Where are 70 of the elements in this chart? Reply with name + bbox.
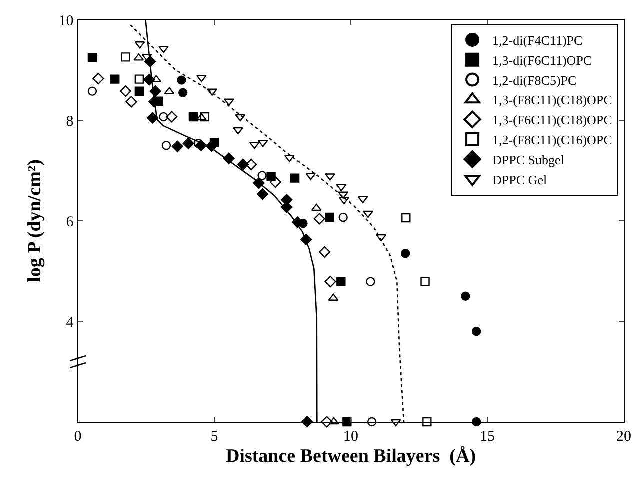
point	[134, 74, 144, 84]
point	[311, 204, 322, 212]
point	[237, 158, 249, 171]
point	[362, 210, 374, 218]
point	[367, 417, 377, 427]
point	[270, 176, 282, 188]
point	[235, 114, 246, 122]
point	[325, 174, 336, 181]
legend-label: 1,3-(F6C11)(C18)OPC	[492, 112, 612, 128]
legend-label: DPPC Gel	[492, 172, 548, 188]
point	[246, 158, 258, 171]
legend-label: 1,2-(F8C11)(C16)OPC	[492, 132, 612, 148]
point	[325, 212, 334, 222]
point	[134, 86, 144, 96]
x-axis-title: Distance Between Bilayers (Å)	[226, 446, 476, 467]
point	[121, 52, 130, 62]
point	[233, 127, 244, 135]
x-tick-label: 15	[480, 429, 495, 446]
legend-label: 1,3-di(F6C11)OPC	[492, 52, 592, 68]
point	[88, 53, 98, 62]
point	[338, 212, 348, 222]
y-tick-label: 8	[66, 114, 74, 130]
point	[290, 174, 300, 183]
point	[258, 171, 267, 180]
point	[401, 249, 410, 258]
point	[159, 112, 168, 122]
x-tick-label: 10	[344, 429, 358, 446]
y-axis-title: log P (dyn/cm²)	[24, 160, 46, 282]
point	[328, 417, 340, 425]
point	[200, 112, 210, 122]
point	[376, 234, 387, 242]
point	[420, 277, 430, 286]
point	[336, 277, 346, 286]
point	[390, 419, 402, 427]
x-tick-label: 0	[74, 429, 82, 446]
legend-label: 1,3-(F8C11)(C18)OPC	[492, 92, 612, 108]
legend-label: DPPC Subgel	[492, 152, 565, 168]
point	[366, 277, 376, 286]
point	[88, 86, 98, 96]
point	[188, 112, 198, 122]
point	[422, 417, 432, 427]
point	[402, 213, 411, 223]
point	[147, 112, 159, 124]
point	[318, 246, 331, 258]
point	[120, 86, 132, 98]
point	[182, 138, 194, 150]
x-tick-label: 5	[210, 429, 218, 446]
point	[178, 88, 188, 98]
point	[321, 416, 333, 428]
y-tick-label: 10	[58, 13, 74, 30]
legend-label: 1,2-di(F8C5)PC	[492, 72, 577, 88]
point	[324, 276, 336, 288]
point	[158, 46, 169, 54]
point	[257, 188, 269, 200]
point	[92, 72, 104, 85]
point	[126, 96, 138, 108]
y-tick-label: 4	[66, 314, 74, 331]
y-tick-label: 6	[66, 214, 74, 230]
point	[194, 139, 203, 148]
point	[162, 141, 172, 150]
point	[166, 111, 178, 123]
point	[314, 213, 326, 225]
point	[110, 74, 120, 84]
legend-label: 1,2-di(F4C11)PC	[492, 33, 583, 48]
x-tick-label: 20	[616, 429, 632, 446]
point	[172, 140, 184, 152]
point	[224, 98, 234, 106]
point	[177, 76, 186, 85]
point	[461, 292, 470, 301]
point	[472, 326, 482, 336]
